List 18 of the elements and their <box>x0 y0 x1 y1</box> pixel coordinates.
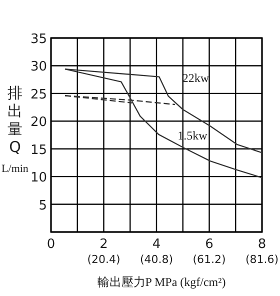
y-tick-label: 25 <box>30 87 47 102</box>
x-tick-label: 0 <box>46 237 56 252</box>
x2-tick-label: (61.2) <box>192 253 226 266</box>
y-tick-label: 15 <box>30 142 47 158</box>
x2-tick-label: (20.4) <box>87 253 120 266</box>
y-tick-label: 30 <box>30 60 47 75</box>
y-axis-title: 排出量Q L/min <box>2 84 29 175</box>
x-axis-title: 輸出壓力P MPa (kgf/cm²) <box>97 275 226 289</box>
y-tick-label: 10 <box>30 170 47 186</box>
y-tick-label: 5 <box>38 198 47 214</box>
y-tick-label: 35 <box>30 32 47 47</box>
x2-tick-label: (40.8) <box>140 253 174 266</box>
x-tick-label: 6 <box>205 237 214 252</box>
y-tick-label: 20 <box>30 115 47 130</box>
x-tick-label: 4 <box>152 237 161 252</box>
x2-tick-label: (81.6) <box>245 253 279 266</box>
x-tick-label: 8 <box>258 237 266 252</box>
x-tick-label: 2 <box>100 237 108 252</box>
